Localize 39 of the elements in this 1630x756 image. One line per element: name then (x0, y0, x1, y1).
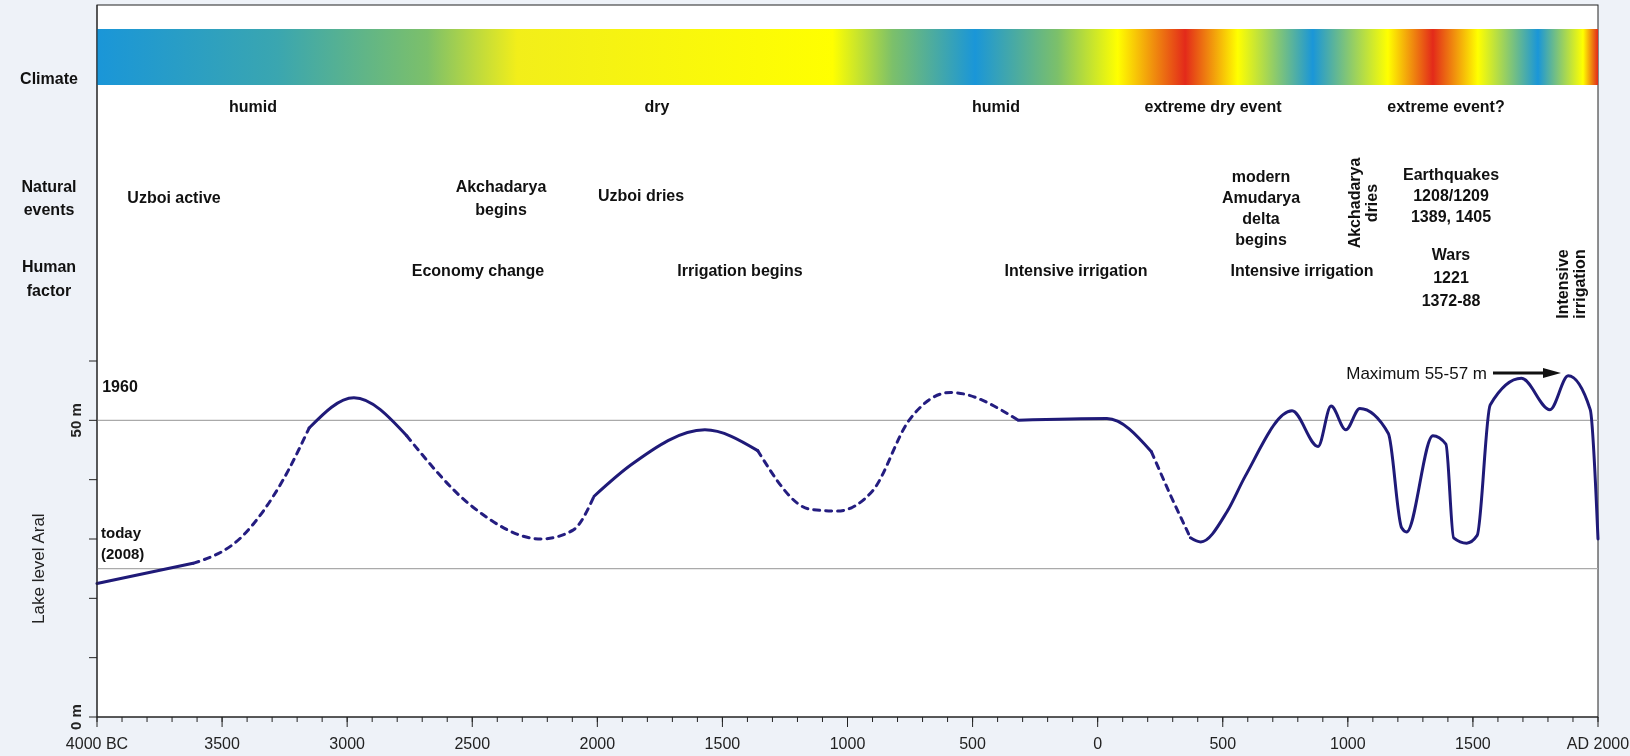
x-tick-label: 1000 (829, 735, 866, 752)
text: Climate (20, 70, 78, 87)
x-tick-label: 0 (1093, 735, 1103, 752)
annotation: Maximum 55-57 m (1346, 364, 1487, 383)
x-tick-label: 1500 (704, 735, 741, 752)
annotation: Irrigation begins (677, 262, 803, 279)
x-tick-label: 1500 (1455, 735, 1491, 752)
annotation: Intensive irrigation (1553, 249, 1588, 319)
y-tick-label: 50 m (67, 403, 84, 438)
annotation: Wars 1221 1372-88 (1421, 246, 1481, 309)
x-tick-label: 500 (1209, 735, 1237, 752)
annotation: Akchadarya begins (455, 178, 547, 218)
x-tick-label: AD 2000 (1566, 735, 1630, 752)
ref-line-label: today (2008) (101, 523, 145, 562)
annotation: Intensive irrigation (1004, 262, 1148, 279)
annotation: humid (229, 98, 277, 115)
annotation: Akchadarya dries (1345, 157, 1380, 249)
x-tick-label: 4000 BC (65, 735, 129, 752)
y-axis-title: Lake level Aral (29, 513, 48, 624)
text: Human factor (21, 258, 77, 299)
x-tick-label: 2000 (579, 735, 616, 752)
x-tick-label: 3500 (204, 735, 240, 752)
annotation: Intensive irrigation (1230, 262, 1374, 279)
x-tick-label: 2500 (454, 735, 491, 752)
annotation: humid (972, 98, 1020, 115)
annotation: dry (644, 98, 670, 115)
x-tick-label: 1000 (1330, 735, 1366, 752)
annotation: Uzboi dries (597, 187, 685, 204)
text: Natural events (21, 178, 77, 218)
annotation: 1960 (102, 378, 138, 395)
annotation: Earthquakes 1208/1209 1389, 1405 (1402, 166, 1500, 225)
annotation: Economy change (411, 262, 545, 279)
annotation: extreme dry event (1144, 98, 1283, 115)
annotation: extreme event? (1387, 98, 1505, 115)
annotation: modern Amudarya delta begins (1221, 168, 1301, 248)
annotation: Uzboi active (127, 189, 221, 206)
x-tick-label: 3000 (329, 735, 366, 752)
x-tick-label: 500 (959, 735, 987, 752)
y-tick-label: 0 m (67, 704, 84, 730)
